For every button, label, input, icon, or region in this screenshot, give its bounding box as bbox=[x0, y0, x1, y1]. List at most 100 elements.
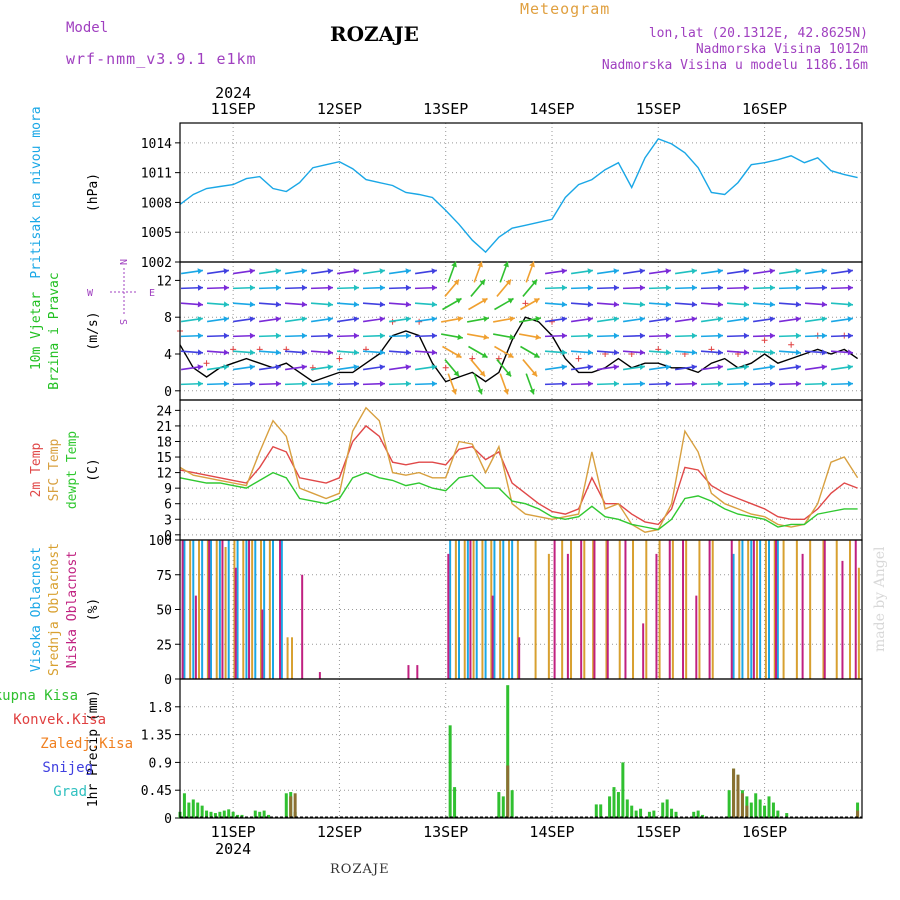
precip-bar bbox=[506, 765, 510, 818]
wind-arrowhead bbox=[249, 301, 255, 308]
top-day-label: 13SEP bbox=[423, 100, 468, 118]
precip-bar bbox=[599, 804, 603, 818]
precip-bar bbox=[196, 802, 200, 818]
wind-arrowhead bbox=[379, 332, 385, 339]
y-tick-label: 1014 bbox=[141, 137, 172, 152]
wind-arrowhead bbox=[821, 332, 827, 339]
wind-arrowhead bbox=[743, 268, 749, 275]
wind-arrowhead bbox=[507, 352, 514, 358]
wind-arrowhead bbox=[275, 332, 281, 339]
precip-bar bbox=[701, 814, 705, 818]
model-value: wrf-nmm_v3.9.1 e1km bbox=[66, 50, 257, 68]
precip-bar bbox=[258, 811, 262, 818]
wind-arrowhead bbox=[639, 380, 645, 387]
y-axis-label: (m/s) bbox=[86, 311, 101, 350]
precip-bar bbox=[639, 808, 643, 818]
wind-arrowhead bbox=[379, 284, 385, 291]
precip-bar bbox=[497, 792, 501, 818]
wind-arrowhead bbox=[795, 380, 801, 387]
wind-arrowhead bbox=[821, 380, 827, 387]
wind-arrowhead bbox=[431, 332, 437, 339]
wind-arrowhead bbox=[507, 298, 514, 304]
wind-arrowhead bbox=[587, 316, 593, 323]
wind-arrowhead bbox=[431, 380, 437, 387]
wind-arrowhead bbox=[505, 279, 512, 286]
precip-bar bbox=[740, 793, 744, 818]
top-day-label: 16SEP bbox=[742, 100, 787, 118]
wind-arrowhead bbox=[795, 316, 801, 323]
wind-arrowhead bbox=[691, 380, 697, 387]
precip-bar bbox=[289, 796, 293, 818]
wind-arrowhead bbox=[379, 349, 385, 356]
y-axis-label: (C) bbox=[86, 458, 101, 481]
y-tick-label: 4 bbox=[164, 348, 172, 363]
precip-legend-label: Ukupna Kisa bbox=[0, 688, 78, 704]
y-tick-label: 1.8 bbox=[149, 701, 172, 716]
bottom-day-label: 15SEP bbox=[636, 823, 681, 841]
y-tick-label: 0.9 bbox=[149, 756, 172, 771]
compass-south: S bbox=[117, 319, 128, 325]
wind-arrowhead bbox=[431, 268, 437, 275]
wind-arrowhead bbox=[613, 364, 619, 371]
bottom-day-label: 16SEP bbox=[742, 823, 787, 841]
panel-side-label: 2m Temp bbox=[29, 442, 44, 497]
wind-arrowhead bbox=[477, 261, 483, 268]
wind-arrowhead bbox=[327, 380, 333, 387]
wind-arrowhead bbox=[327, 268, 333, 275]
wind-arrowhead bbox=[379, 268, 385, 275]
y-tick-label: 12 bbox=[156, 467, 172, 482]
wind-arrowhead bbox=[275, 380, 281, 387]
precip-bar bbox=[727, 790, 731, 818]
wind-arrowhead bbox=[275, 349, 281, 356]
wind-arrowhead bbox=[795, 364, 801, 371]
precip-bar bbox=[763, 805, 767, 818]
wind-arrowhead bbox=[455, 352, 462, 358]
wind-arrowhead bbox=[481, 352, 488, 358]
wind-arrowhead bbox=[613, 380, 619, 387]
wind-arrowhead bbox=[431, 284, 437, 291]
wind-arrowhead bbox=[691, 332, 697, 339]
precip-bar bbox=[218, 811, 222, 818]
wind-arrowhead bbox=[743, 284, 749, 291]
wind-arrowhead bbox=[301, 301, 307, 308]
y-tick-label: 1008 bbox=[141, 196, 172, 211]
precip-bar bbox=[732, 768, 736, 818]
wind-arrowhead bbox=[379, 364, 385, 371]
wind-arrowhead bbox=[223, 301, 229, 308]
wind-arrowhead bbox=[431, 301, 437, 308]
precip-bar bbox=[652, 810, 656, 818]
precip-bar bbox=[745, 805, 749, 818]
precip-bar bbox=[749, 802, 753, 818]
top-day-label: 15SEP bbox=[636, 100, 681, 118]
wind-arrowhead bbox=[327, 301, 333, 308]
gust-mark bbox=[203, 360, 210, 367]
series-line bbox=[179, 316, 858, 383]
wind-arrow-field bbox=[180, 261, 854, 395]
panel-side-label: Brzina i Pravac bbox=[47, 272, 62, 389]
wind-arrowhead bbox=[327, 316, 333, 323]
precip-bar bbox=[856, 810, 860, 818]
wind-arrowhead bbox=[561, 380, 567, 387]
wind-arrowhead bbox=[821, 349, 827, 356]
precip-bar bbox=[692, 811, 696, 818]
y-tick-label: 0 bbox=[164, 529, 172, 544]
wind-arrowhead bbox=[455, 298, 462, 304]
panel-side-label: dewpt Temp bbox=[65, 431, 80, 509]
precip-bar bbox=[608, 796, 612, 818]
wind-arrowhead bbox=[531, 279, 538, 286]
wind-arrowhead bbox=[197, 316, 203, 323]
precip-bar bbox=[284, 793, 288, 818]
precip-bar bbox=[209, 811, 213, 818]
wind-arrowhead bbox=[197, 332, 203, 339]
wind-arrowhead bbox=[249, 380, 255, 387]
precip-bar bbox=[758, 799, 762, 818]
wind-arrowhead bbox=[587, 301, 593, 308]
wind-arrowhead bbox=[533, 352, 540, 358]
wind-arrowhead bbox=[479, 279, 486, 286]
wind-arrowhead bbox=[379, 380, 385, 387]
location-line-1: lon,lat (20.1312E, 42.8625N) bbox=[648, 26, 868, 41]
precip-bar bbox=[625, 799, 629, 818]
y-tick-label: 1011 bbox=[141, 167, 172, 182]
wind-arrowhead bbox=[405, 380, 411, 387]
y-tick-label: 1.35 bbox=[141, 729, 172, 744]
